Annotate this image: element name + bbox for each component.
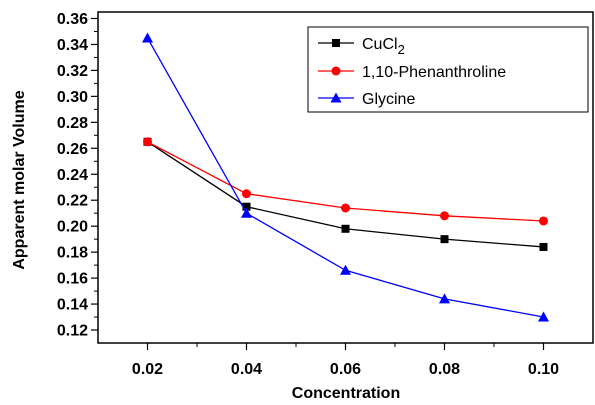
x-tick-label: 0.02	[132, 361, 163, 378]
data-point	[341, 224, 350, 233]
data-point	[242, 202, 251, 211]
legend-label: Glycine	[362, 91, 415, 108]
x-tick-label: 0.06	[330, 361, 361, 378]
y-tick-label: 0.28	[57, 115, 88, 132]
series-layer	[142, 32, 549, 322]
y-tick-label: 0.32	[57, 63, 88, 80]
y-axis-title: Apparent molar Volume	[11, 90, 28, 269]
x-tick-label: 0.04	[231, 361, 262, 378]
y-tick-label: 0.24	[57, 167, 88, 184]
y-tick-label: 0.26	[57, 141, 88, 158]
data-point	[539, 242, 548, 251]
y-tick-label: 0.14	[57, 297, 88, 314]
series-2	[143, 137, 548, 226]
data-point	[332, 39, 340, 47]
data-point	[341, 203, 350, 213]
data-point	[241, 207, 252, 218]
y-tick-label: 0.30	[57, 89, 88, 106]
series-1	[143, 137, 548, 251]
data-point	[440, 235, 449, 244]
x-axis-ticks: 0.02 0.04 0.06 0.08 0.10	[132, 343, 559, 378]
y-tick-label: 0.18	[57, 245, 88, 262]
legend-box	[307, 26, 589, 113]
x-tick-label: 0.08	[429, 361, 460, 378]
legend-item: CuCl2	[318, 36, 405, 57]
legend: CuCl2 1,10-Phenanthroline Glycine	[307, 26, 589, 113]
legend-label: 1,10-Phenanthroline	[362, 64, 506, 81]
series-3	[142, 32, 549, 322]
data-point	[142, 32, 153, 43]
data-point	[242, 189, 251, 199]
y-tick-label: 0.20	[57, 219, 88, 236]
y-tick-label: 0.22	[57, 193, 88, 210]
y-tick-label: 0.34	[57, 37, 88, 54]
plot-frame	[97, 11, 594, 344]
data-point	[538, 311, 549, 322]
y-axis-ticks: 0.12 0.14 0.16 0.18 0.20 0.22 0.24 0.26 0.28 0.30…	[57, 11, 98, 340]
legend-item: Glycine	[318, 91, 415, 108]
data-point	[340, 264, 351, 275]
data-point	[539, 216, 548, 226]
data-point	[331, 66, 341, 76]
x-tick-label: 0.10	[528, 361, 559, 378]
x-axis-title: Concentration	[292, 385, 400, 402]
data-point	[440, 211, 449, 221]
data-point	[143, 137, 152, 147]
y-tick-label: 0.12	[57, 323, 88, 340]
data-point	[439, 293, 450, 304]
legend-label: CuCl2	[362, 36, 405, 57]
data-point	[330, 92, 342, 103]
legend-item: 1,10-Phenanthroline	[318, 64, 506, 81]
y-tick-label: 0.16	[57, 271, 88, 288]
y-tick-label: 0.36	[57, 11, 88, 28]
